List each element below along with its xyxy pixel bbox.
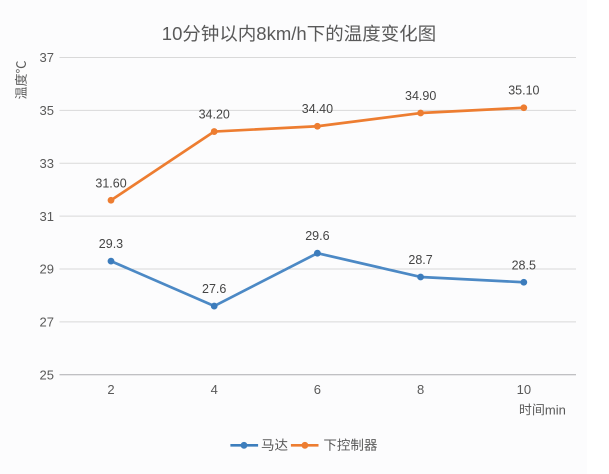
svg-text:4: 4 [211,382,218,397]
svg-text:33: 33 [40,156,54,171]
svg-text:37: 37 [40,50,54,65]
svg-text:34.20: 34.20 [199,108,230,122]
svg-text:28.7: 28.7 [408,253,432,267]
svg-text:34.90: 34.90 [405,89,436,103]
svg-text:31.60: 31.60 [95,176,126,190]
svg-text:27: 27 [40,315,54,330]
svg-text:8: 8 [417,382,424,397]
svg-text:2: 2 [107,382,114,397]
svg-text:28.5: 28.5 [512,258,536,272]
svg-text:10: 10 [517,382,531,397]
svg-text:35: 35 [40,103,54,118]
svg-text:34.40: 34.40 [302,102,333,116]
svg-text:35.10: 35.10 [508,84,539,98]
svg-text:min: min [545,402,566,417]
svg-text:25: 25 [40,367,54,382]
svg-text:31: 31 [40,209,54,224]
svg-text:6: 6 [314,382,321,397]
svg-text:10: 10 [162,23,183,44]
svg-text:29: 29 [40,262,54,277]
svg-text:29.3: 29.3 [99,237,123,251]
svg-text:29.6: 29.6 [305,229,329,243]
svg-text:8km/h: 8km/h [256,23,306,44]
svg-text:27.6: 27.6 [202,282,226,296]
